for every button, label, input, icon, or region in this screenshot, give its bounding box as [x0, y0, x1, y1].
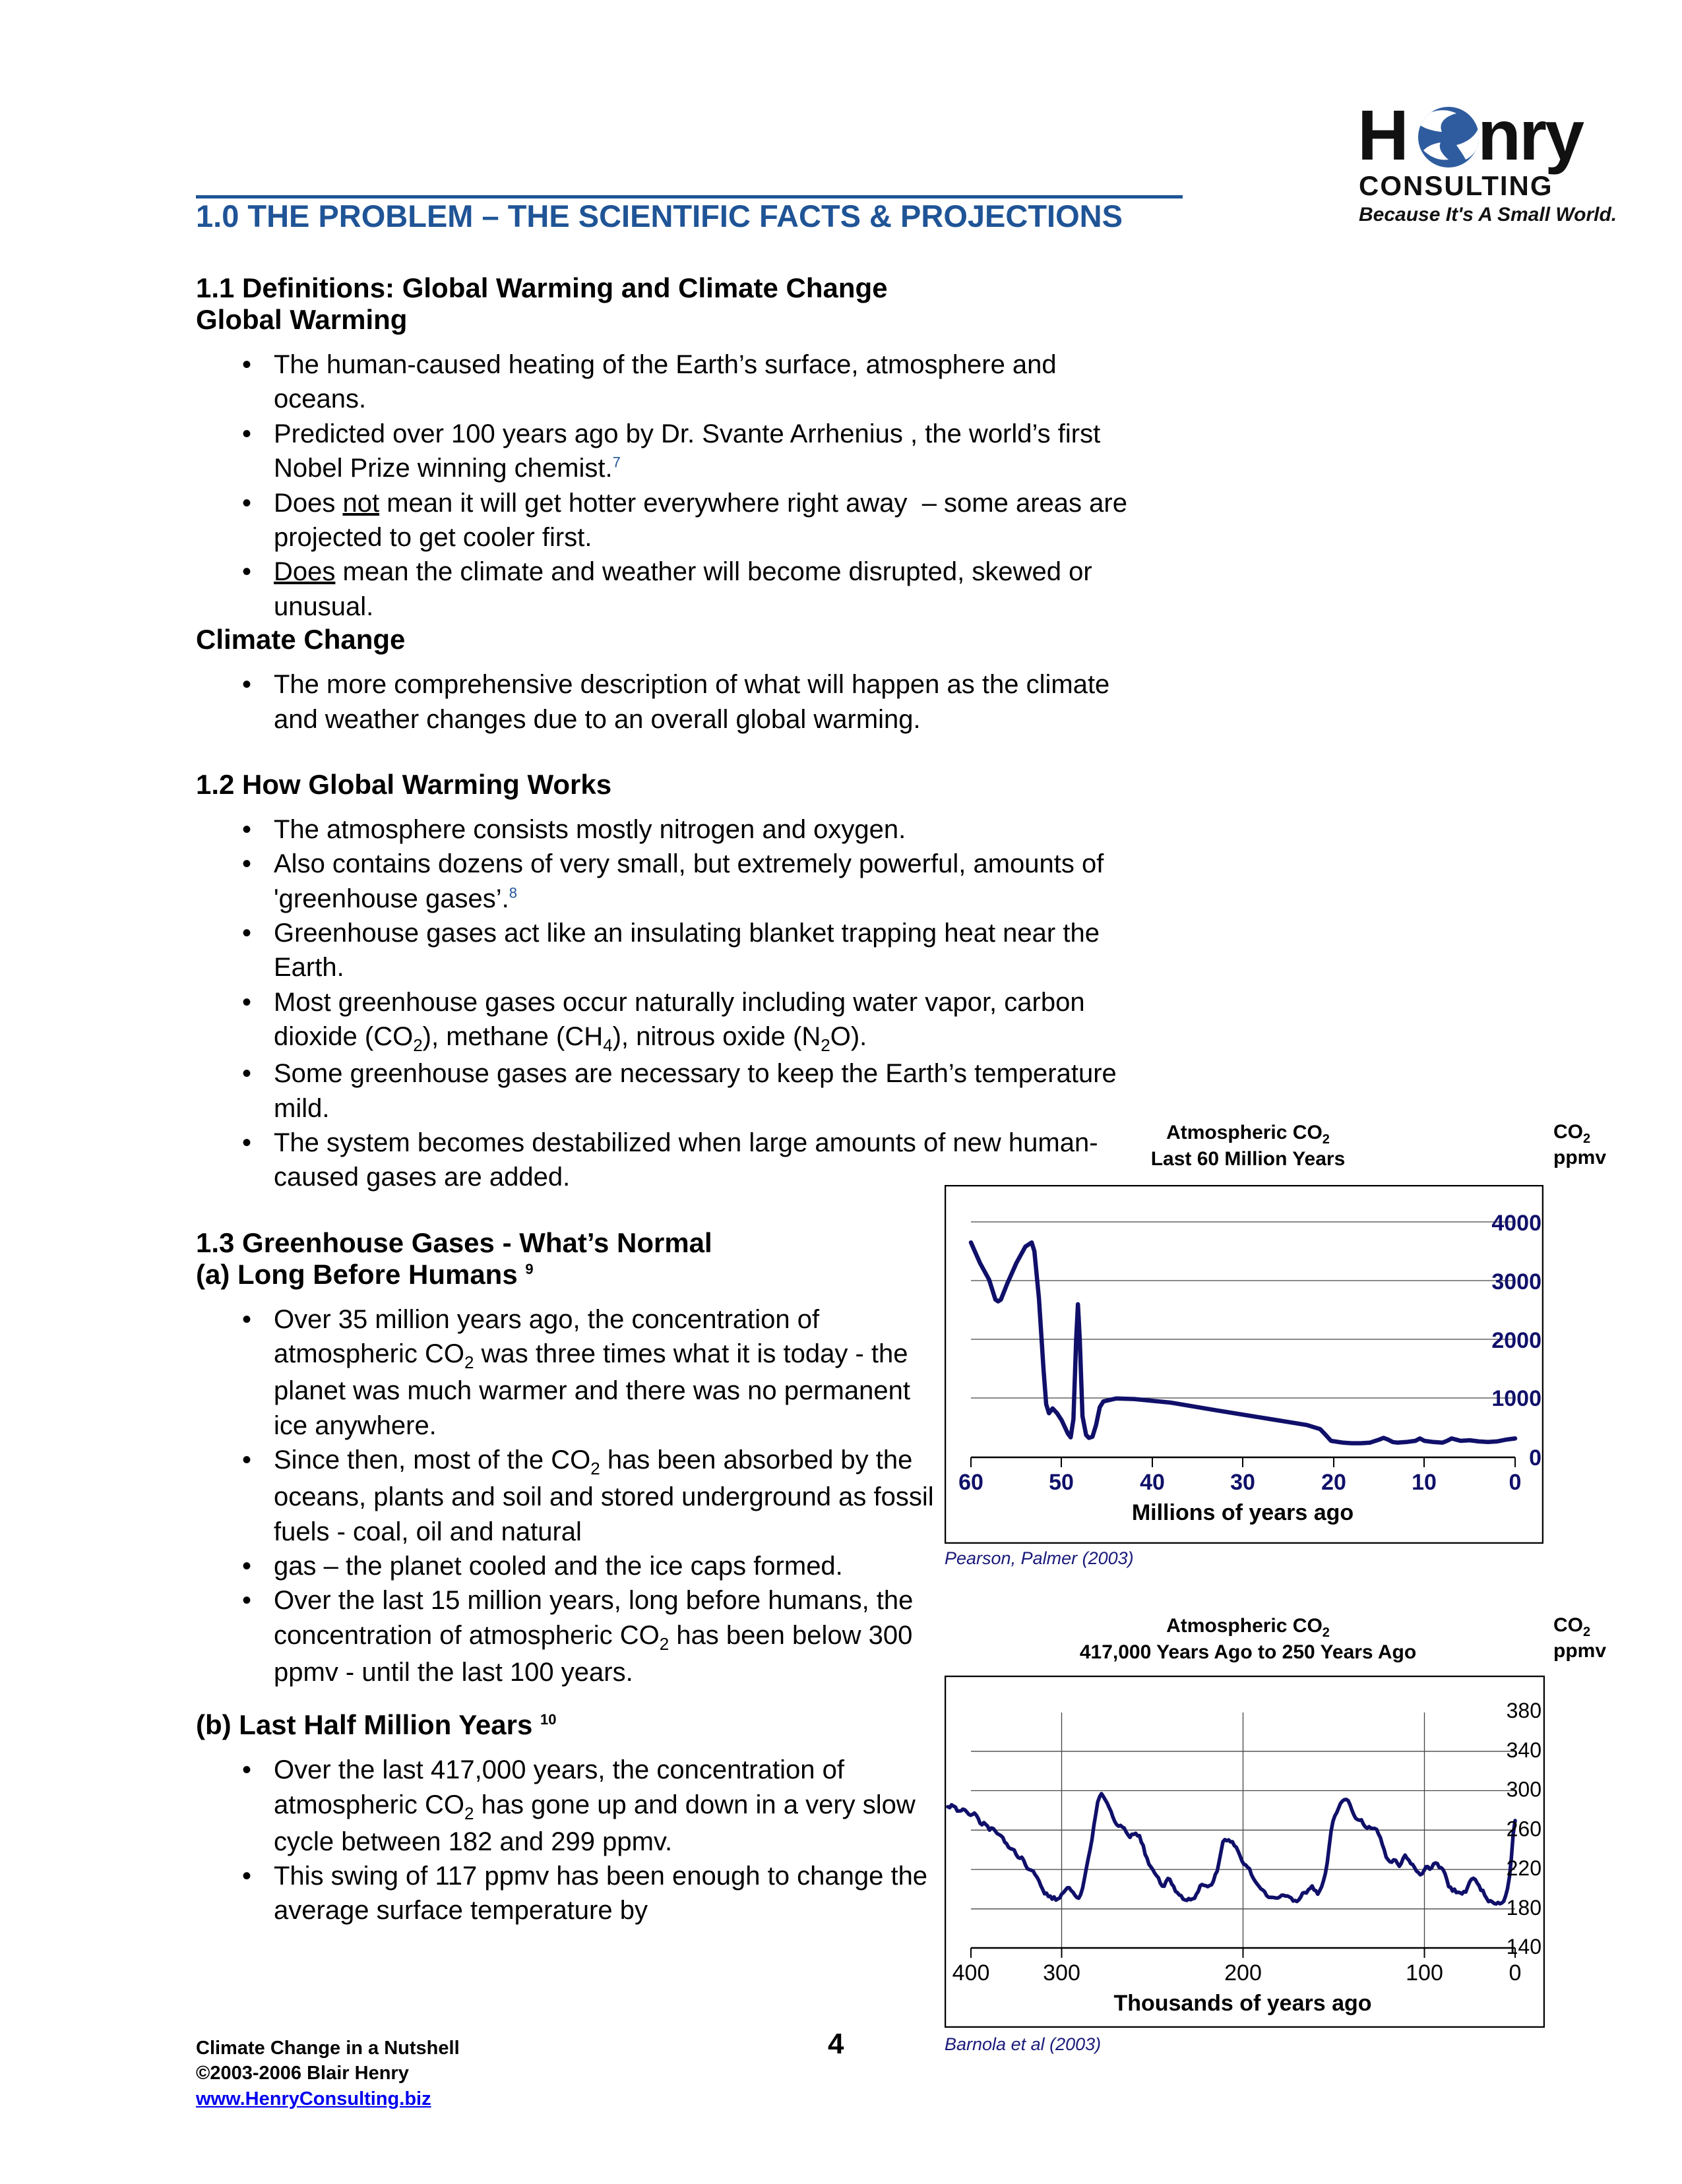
svg-text:260: 260 [1507, 1817, 1542, 1840]
svg-text:Thousands of years ago: Thousands of years ago [1113, 1991, 1371, 2016]
svg-text:4000: 4000 [1491, 1211, 1542, 1236]
svg-text:220: 220 [1507, 1856, 1542, 1880]
svg-text:140: 140 [1507, 1935, 1542, 1958]
svg-text:nry: nry [1478, 99, 1584, 175]
svg-text:10: 10 [1412, 1470, 1437, 1495]
svg-text:Because It's A Small World.: Because It's A Small World. [1359, 204, 1617, 226]
svg-text:0: 0 [1509, 1470, 1522, 1495]
svg-text:180: 180 [1507, 1896, 1542, 1920]
svg-text:0: 0 [1529, 1445, 1542, 1471]
svg-text:30: 30 [1230, 1470, 1255, 1495]
svg-text:1000: 1000 [1491, 1386, 1542, 1411]
svg-text:50: 50 [1049, 1470, 1074, 1495]
svg-text:300: 300 [1507, 1778, 1542, 1802]
svg-text:40: 40 [1140, 1470, 1165, 1495]
svg-text:300: 300 [1043, 1960, 1080, 1986]
svg-text:100: 100 [1406, 1960, 1443, 1986]
svg-text:2000: 2000 [1491, 1328, 1542, 1353]
svg-text:0: 0 [1509, 1960, 1522, 1986]
svg-text:CONSULTING: CONSULTING [1359, 170, 1553, 201]
svg-text:340: 340 [1507, 1738, 1542, 1762]
svg-text:400: 400 [952, 1960, 990, 1986]
svg-text:380: 380 [1507, 1699, 1542, 1722]
svg-text:Millions of years ago: Millions of years ago [1132, 1500, 1354, 1525]
svg-text:H: H [1357, 99, 1407, 175]
svg-text:200: 200 [1224, 1960, 1262, 1986]
svg-text:60: 60 [958, 1470, 983, 1495]
svg-text:20: 20 [1321, 1470, 1346, 1495]
svg-text:3000: 3000 [1491, 1269, 1542, 1294]
